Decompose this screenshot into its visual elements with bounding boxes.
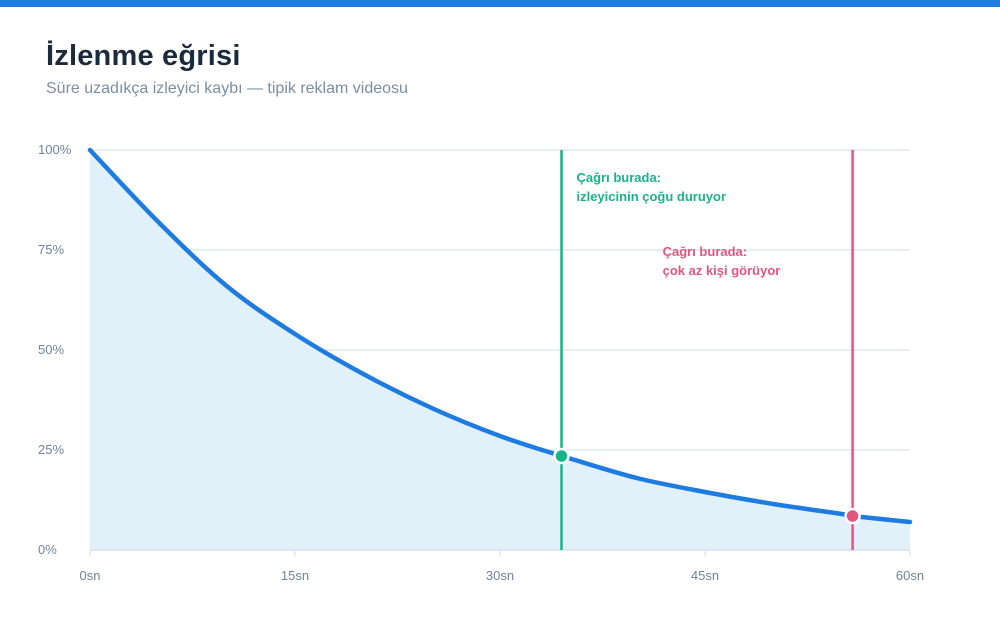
- y-tick-label: 100%: [38, 142, 72, 157]
- cta-annotation-line1: Çağrı burada:: [663, 244, 748, 259]
- retention-area: [90, 150, 910, 550]
- y-tick-label: 50%: [38, 342, 64, 357]
- x-tick-label: 45sn: [691, 568, 719, 583]
- y-tick-label: 75%: [38, 242, 64, 257]
- retention-line: [87, 147, 913, 525]
- cta-annotation-line1: Çağrı burada:: [577, 170, 662, 185]
- cta-annotation-line2: çok az kişi görüyor: [663, 263, 781, 278]
- x-tick-label: 0sn: [80, 568, 101, 583]
- chart-title: İzlenme eğrisi: [46, 40, 241, 72]
- y-tick-label: 0%: [38, 542, 57, 557]
- top-accent-bar: [0, 0, 1000, 7]
- cta-annotation-line2: izleyicinin çoğu duruyor: [577, 189, 727, 204]
- x-tick-label: 15sn: [281, 568, 309, 583]
- chart-subtitle: Süre uzadıkça izleyici kaybı — tipik rek…: [46, 80, 408, 97]
- cta-marker-point: [553, 447, 570, 465]
- y-tick-label: 25%: [38, 442, 64, 457]
- x-tick-label: 60sn: [896, 568, 924, 583]
- x-tick-label: 30sn: [486, 568, 514, 583]
- cta-marker-point: [844, 507, 861, 525]
